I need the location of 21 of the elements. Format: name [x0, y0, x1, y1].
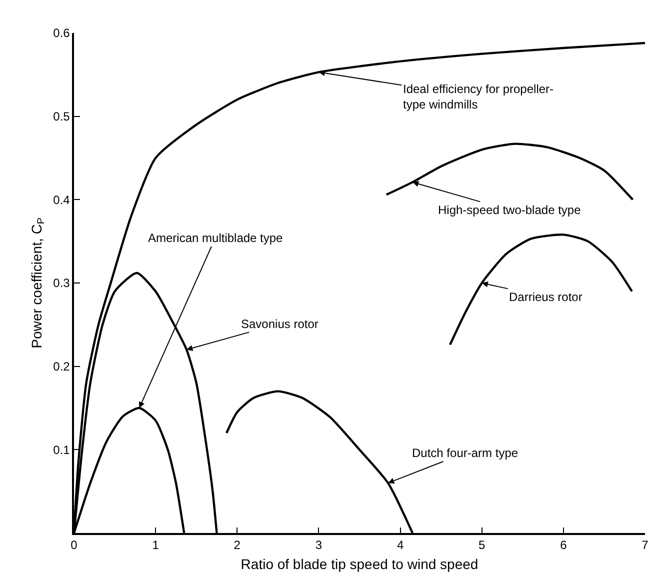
x-tick-label: 5 — [478, 538, 486, 552]
x-tick-label: 7 — [642, 538, 649, 552]
text: Dutch four-arm type — [412, 446, 518, 460]
text: American multiblade type — [148, 231, 284, 245]
y-tick-label: 0.3 — [53, 276, 70, 290]
x-tick-label: 4 — [396, 538, 404, 552]
x-tick-label: 0 — [70, 538, 78, 552]
x-tick-label: 2 — [234, 538, 241, 552]
y-tick-label: 0.2 — [53, 360, 70, 374]
y-tick-label: 0.5 — [53, 110, 70, 124]
x-tick-label: 1 — [152, 538, 160, 552]
text: High-speed two-blade type — [438, 203, 582, 217]
x-tick-label: 3 — [315, 538, 322, 552]
x-axis-title: Ratio of blade tip speed to wind speed — [240, 556, 478, 572]
y-tick-label: 0.1 — [53, 442, 70, 457]
y-tick-label: 0.4 — [53, 192, 70, 207]
text: Darrieus rotor — [509, 290, 582, 304]
x-tick-label: 6 — [560, 538, 568, 552]
series-label: Ideal efficiency for propeller- type windmills — [403, 82, 554, 112]
text: Savonius rotor — [241, 317, 318, 331]
y-tick-label: 0.6 — [53, 26, 70, 40]
